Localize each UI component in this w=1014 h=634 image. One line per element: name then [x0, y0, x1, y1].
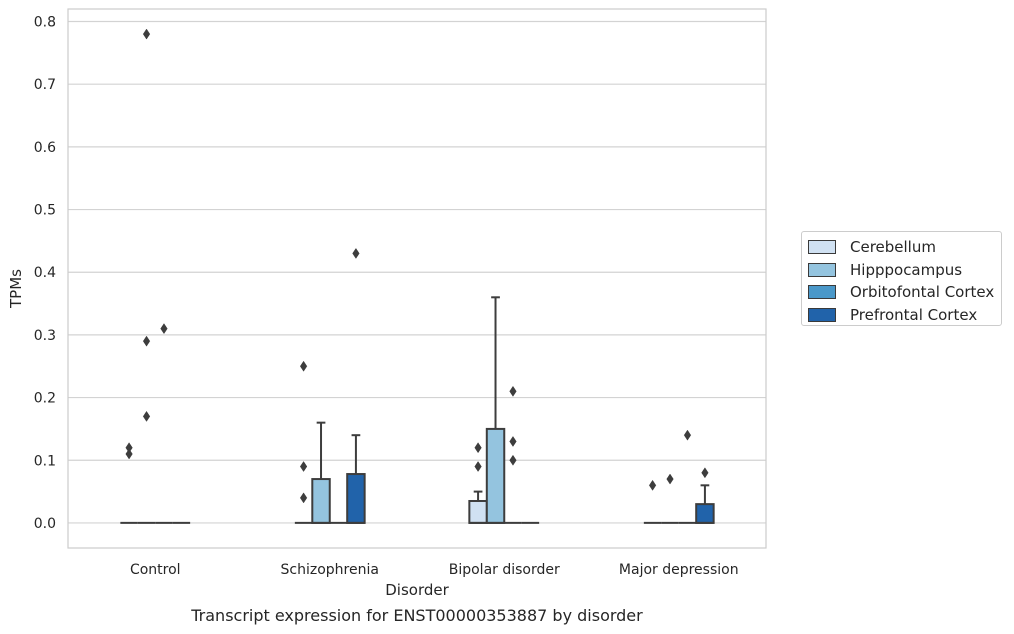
box	[468, 499, 488, 524]
legend-label: Prefrontal Cortex	[850, 305, 978, 324]
y-tick-label: 0.5	[34, 203, 56, 219]
x-tick-label: Schizophrenia	[281, 562, 379, 578]
legend: Cerebellum Hipppocampus Orbitofontal Cor…	[801, 231, 1002, 326]
outlier-point	[666, 473, 674, 485]
y-tick-label: 0.7	[34, 77, 56, 93]
outlier-point	[299, 360, 308, 372]
outlier-point	[701, 467, 709, 479]
legend-label: Hipppocampus	[850, 260, 963, 279]
outlier-point	[509, 435, 517, 447]
y-tick-label: 0.8	[34, 15, 56, 31]
y-axis-label: TPMs	[7, 269, 25, 309]
x-tick-label: Major depression	[619, 562, 739, 578]
legend-swatch	[808, 262, 836, 277]
outlier-point	[509, 385, 517, 397]
outlier-point	[299, 461, 308, 472]
legend-label: Cerebellum	[850, 238, 936, 257]
legend-swatch	[808, 307, 836, 322]
box	[695, 503, 715, 524]
outlier-point	[160, 323, 168, 335]
y-tick-label: 0.6	[34, 140, 56, 156]
outlier-point	[142, 335, 151, 347]
x-tick-label: Bipolar disorder	[449, 562, 560, 578]
outlier-point	[125, 442, 133, 454]
legend-swatch	[808, 285, 836, 300]
outlier-point	[142, 410, 151, 422]
y-tick-label: 0.1	[34, 453, 56, 469]
outlier-point	[509, 454, 517, 466]
legend-label: Orbitofontal Cortex	[850, 283, 995, 302]
outlier-point	[142, 28, 151, 40]
legend-swatch	[808, 240, 836, 255]
outlier-point	[299, 492, 308, 504]
box	[485, 427, 506, 524]
x-axis-label: Disorder	[385, 581, 449, 599]
legend-item: Prefrontal Cortex	[808, 304, 1001, 327]
outlier-point	[352, 247, 360, 259]
y-tick-label: 0.3	[34, 328, 56, 344]
chart-caption: Transcript expression for ENST0000035388…	[191, 606, 643, 625]
outlier-point	[683, 429, 692, 441]
box	[346, 473, 366, 524]
outlier-point	[648, 479, 657, 491]
plot-frame	[67, 8, 767, 549]
legend-item: Cerebellum	[808, 236, 1001, 259]
outlier-point	[474, 461, 482, 472]
outlier-point	[125, 448, 133, 460]
y-tick-label: 0.0	[34, 516, 56, 532]
legend-item: Hipppocampus	[808, 259, 1001, 282]
x-tick-label: Control	[130, 562, 181, 578]
box	[311, 478, 331, 524]
legend-item: Orbitofontal Cortex	[808, 281, 1001, 304]
y-tick-label: 0.4	[34, 265, 56, 281]
y-tick-label: 0.2	[34, 391, 56, 407]
outlier-point	[474, 442, 482, 454]
